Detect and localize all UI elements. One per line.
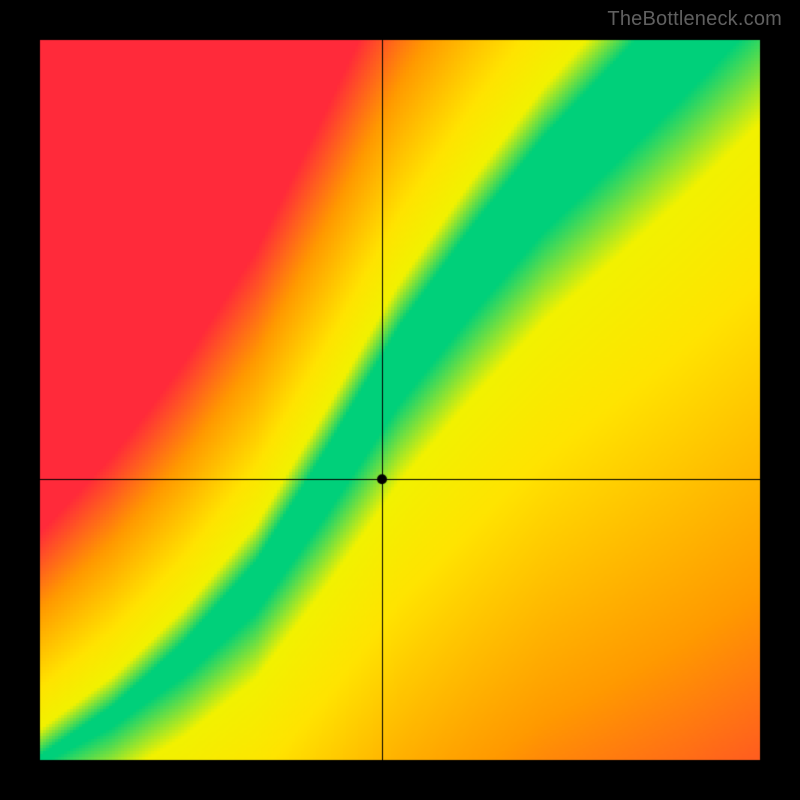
bottleneck-heatmap	[0, 0, 800, 800]
watermark-text: TheBottleneck.com	[607, 8, 782, 31]
